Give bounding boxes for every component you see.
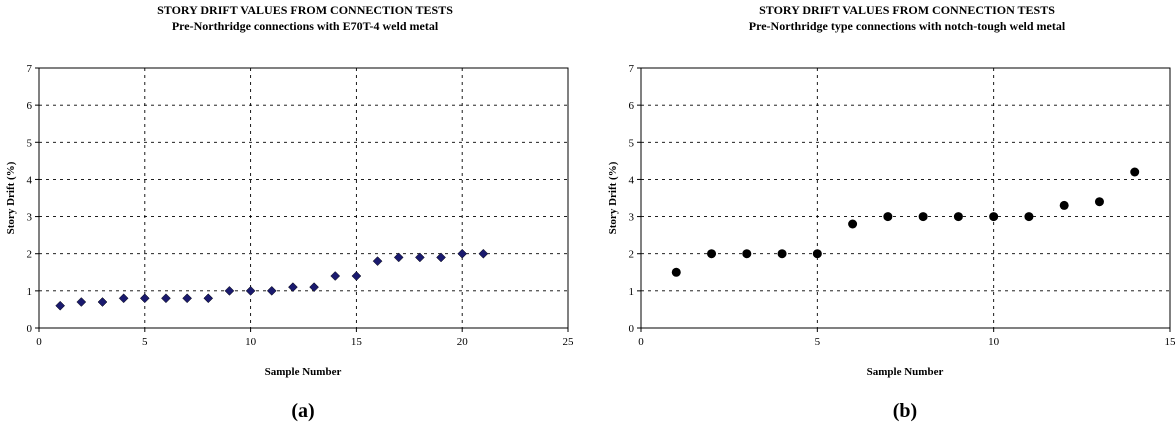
chart-a-data-point	[457, 248, 468, 259]
chart-b-data-point	[953, 212, 963, 222]
chart-a-xtick-label: 0	[36, 336, 42, 348]
chart-a-data-point	[139, 293, 150, 304]
chart-a-plot-frame	[38, 67, 569, 329]
chart-b-data-point	[1059, 200, 1069, 210]
chart-b-caption: (b)	[893, 400, 917, 422]
chart-a-data-point	[393, 252, 404, 263]
chart-a-data-point	[351, 271, 362, 281]
chart-a-data-point	[372, 256, 383, 266]
chart-a-data-point	[182, 293, 192, 304]
chart-b-xtick-label: 0	[638, 336, 644, 348]
chart-a-data-point	[266, 286, 277, 296]
chart-a-data-point	[224, 286, 235, 296]
chart-a-data-point	[245, 286, 256, 296]
chart-a-data-point	[203, 293, 214, 304]
chart-b-ytick-label: 4	[629, 174, 635, 186]
chart-b-xtick-label: 10	[988, 336, 1000, 348]
chart-b-data-point	[989, 212, 999, 222]
chart-a-title: STORY DRIFT VALUES FROM CONNECTION TESTS	[157, 3, 453, 17]
chart-a-data-point	[436, 252, 446, 263]
chart-b-xtick-label: 15	[1165, 336, 1176, 348]
chart-a-caption: (a)	[291, 400, 314, 422]
chart-b-data-point	[777, 249, 787, 259]
chart-b-data-point	[883, 212, 893, 222]
chart-b-xlabel: Sample Number	[867, 366, 944, 378]
chart-b-xtick-label: 5	[815, 336, 821, 348]
chart-b-ytick-label: 0	[629, 323, 635, 335]
chart-b-data-point	[1130, 167, 1140, 177]
chart-a-ylabel: Story Drift (%)	[5, 161, 17, 234]
chart-a-xtick-label: 5	[142, 336, 148, 348]
chart-a-data-point	[478, 248, 489, 259]
chart-a-xtick-label: 10	[245, 336, 257, 348]
chart-a-data-point	[309, 282, 319, 292]
chart-a-xtick-label: 25	[563, 336, 575, 348]
chart-a-ytick-label: 0	[27, 323, 33, 335]
chart-b-data-point	[848, 219, 858, 229]
chart-a-ytick-label: 2	[27, 249, 33, 261]
chart-a-ytick-label: 7	[27, 63, 33, 75]
chart-b-data-point	[671, 267, 681, 277]
chart-b-data-point	[707, 249, 717, 259]
chart-a-plot-area: 0 1 2 3 4 5 6 7 0 5 10 15 20 25	[27, 63, 575, 348]
chart-b-ytick-label: 5	[629, 137, 635, 149]
chart-b-ytick-label: 7	[629, 63, 635, 75]
chart-a-data-point	[118, 293, 129, 304]
chart-b-ytick-label: 1	[629, 286, 635, 298]
chart-a: STORY DRIFT VALUES FROM CONNECTION TESTS…	[5, 3, 574, 422]
chart-a-ytick-label: 4	[27, 174, 33, 186]
chart-b-title: STORY DRIFT VALUES FROM CONNECTION TESTS	[759, 3, 1055, 17]
chart-b-ytick-label: 2	[629, 249, 635, 261]
chart-a-data-point	[415, 252, 425, 263]
chart-b-ytick-label: 6	[629, 100, 635, 112]
chart-b-data-point	[742, 249, 752, 259]
chart-b-data-point	[1024, 212, 1034, 222]
chart-b-subtitle: Pre-Northridge type connections with not…	[749, 19, 1066, 33]
chart-b-data-point	[1094, 197, 1104, 207]
chart-a-xtick-label: 15	[351, 336, 363, 348]
chart-a-data-point	[76, 297, 87, 307]
chart-a-xtick-label: 20	[457, 336, 469, 348]
chart-b-ytick-label: 3	[629, 212, 635, 224]
chart-a-subtitle: Pre-Northridge connections with E70T-4 w…	[172, 19, 439, 33]
chart-a-xlabel: Sample Number	[265, 366, 342, 378]
chart-a-data-point	[55, 300, 66, 311]
chart-a-ytick-label: 3	[27, 212, 33, 224]
chart-b-plot-area: 0 1 2 3 4 5 6 7 0 5 10 15	[629, 63, 1176, 348]
chart-a-ytick-label: 1	[27, 286, 33, 298]
chart-b-ylabel: Story Drift (%)	[607, 161, 619, 234]
chart-a-data-point	[288, 282, 298, 292]
chart-a-ytick-label: 5	[27, 137, 33, 149]
chart-a-ytick-label: 6	[27, 100, 33, 112]
chart-b-data-point	[918, 212, 928, 222]
chart-b-plot-frame	[640, 67, 1171, 329]
chart-a-data-point	[330, 271, 341, 281]
chart-a-data-point	[161, 293, 171, 304]
chart-b-data-point	[812, 249, 822, 259]
chart-b: STORY DRIFT VALUES FROM CONNECTION TESTS…	[607, 3, 1176, 422]
chart-a-data-point	[97, 297, 108, 307]
